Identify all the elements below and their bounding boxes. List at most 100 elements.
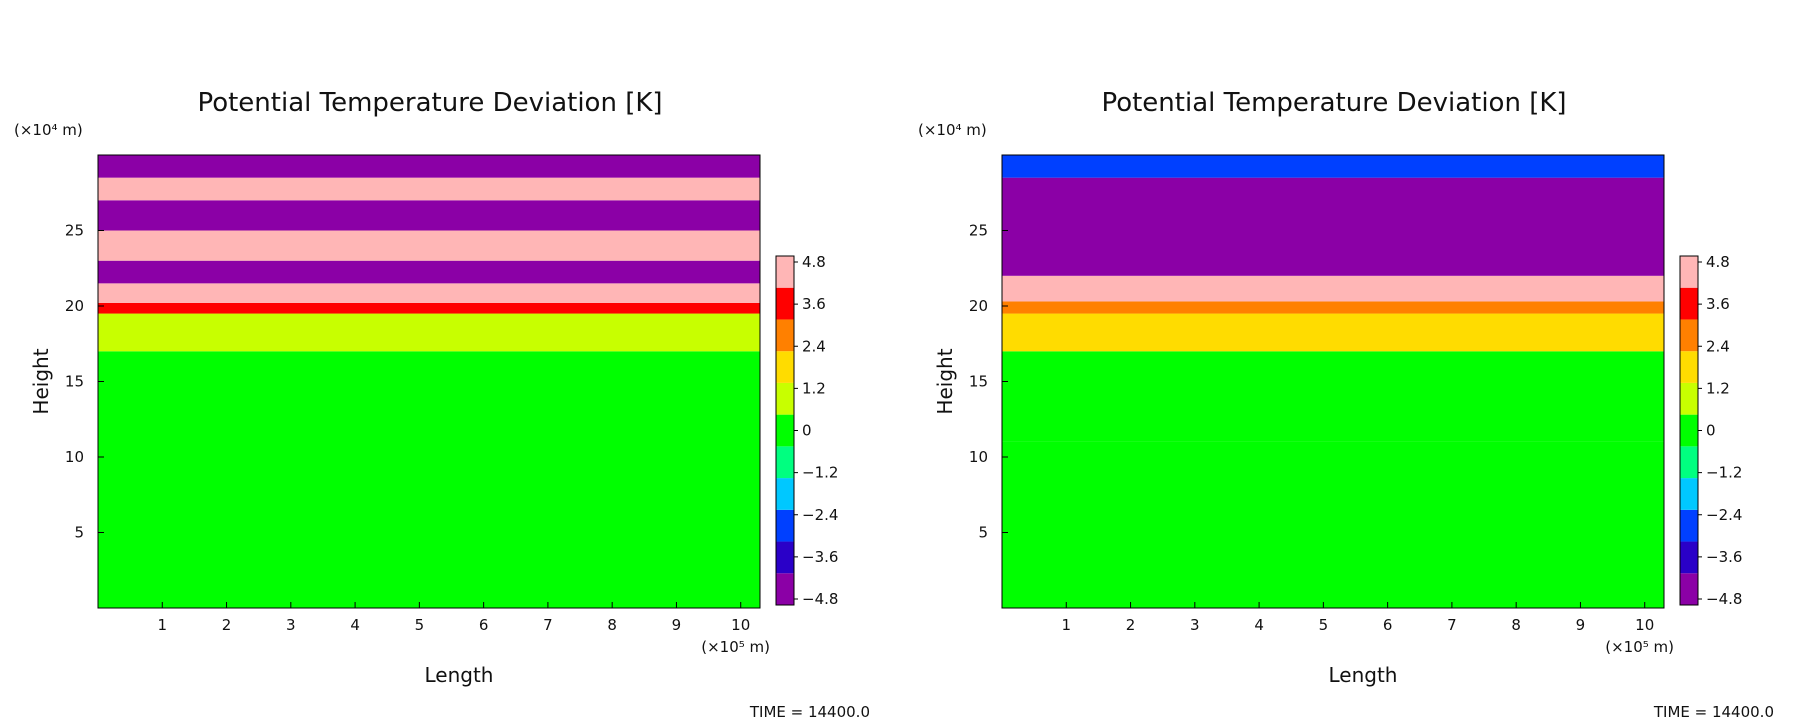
colorbar-label: −1.2 xyxy=(1706,464,1742,482)
time-footer: TIME = 14400.0 xyxy=(749,703,870,721)
y-tick-label: 5 xyxy=(74,524,84,542)
y-axis-label: Height xyxy=(29,348,53,414)
y-tick-label: 5 xyxy=(978,524,988,542)
x-tick-label: 8 xyxy=(607,616,617,634)
heatmap-layer-2 xyxy=(1002,313,1664,352)
colorbar-swatch xyxy=(1680,509,1698,542)
y-tick-label: 25 xyxy=(65,222,84,240)
colorbar-swatch xyxy=(1680,351,1698,383)
heatmap-layer-6 xyxy=(1002,155,1664,178)
x-tick-label: 5 xyxy=(1319,616,1329,634)
colorbar-label: −2.4 xyxy=(1706,506,1742,524)
heatmap-layer-1 xyxy=(98,313,760,352)
heatmap-field xyxy=(98,155,760,608)
colorbar-label: 2.4 xyxy=(802,337,826,355)
x-axis-unit: (×10⁵ m) xyxy=(1605,638,1674,656)
x-tick-label: 1 xyxy=(1061,616,1071,634)
x-axis-unit: (×10⁵ m) xyxy=(701,638,770,656)
x-axis-label: Length xyxy=(425,663,494,687)
colorbar-label: −1.2 xyxy=(802,464,838,482)
x-tick-label: 2 xyxy=(222,616,232,634)
x-tick-label: 10 xyxy=(731,616,750,634)
colorbar-swatch xyxy=(776,319,794,352)
colorbar: 4.8 3.6 2.4 1.2 0 −1.2 −2.4 −3.6 −4.8 xyxy=(775,253,838,608)
chart-panel-right: Potential Temperature Deviation [K] (×10⁴… xyxy=(918,88,1774,721)
x-tick-label: 9 xyxy=(1576,616,1586,634)
x-tick-label: 8 xyxy=(1511,616,1521,634)
heatmap-layer-2 xyxy=(98,302,760,314)
heatmap-layer-3 xyxy=(1002,301,1664,314)
colorbar-swatch xyxy=(776,287,794,320)
colorbar-swatch xyxy=(776,573,794,605)
y-tick-label: 10 xyxy=(969,448,988,466)
colorbar-swatch xyxy=(776,414,794,447)
x-tick-label: 3 xyxy=(1190,616,1200,634)
heatmap-field xyxy=(1002,155,1664,608)
y-tick-label: 15 xyxy=(969,373,988,391)
colorbar-label: −3.6 xyxy=(802,548,838,566)
y-tick-label: 20 xyxy=(969,297,988,315)
colorbar-swatch xyxy=(1680,573,1698,605)
y-axis-unit: (×10⁴ m) xyxy=(14,121,83,139)
colorbar-label: 4.8 xyxy=(802,253,826,271)
chart-title: Potential Temperature Deviation [K] xyxy=(1101,88,1566,118)
colorbar-label: 1.2 xyxy=(1706,379,1730,397)
heatmap-layer-8 xyxy=(98,155,760,178)
x-tick-label: 7 xyxy=(543,616,553,634)
colorbar-swatch xyxy=(1680,382,1698,415)
x-tick-label: 4 xyxy=(350,616,360,634)
y-tick-label: 15 xyxy=(65,373,84,391)
heatmap-layer-5 xyxy=(98,230,760,261)
colorbar-swatch xyxy=(1680,287,1698,320)
colorbar-label: 3.6 xyxy=(1706,295,1730,313)
colorbar-swatch xyxy=(1680,446,1698,479)
colorbar-swatch xyxy=(776,256,794,288)
colorbar-swatch xyxy=(776,478,794,510)
x-tick-label: 9 xyxy=(672,616,682,634)
heatmap-layer-5 xyxy=(1002,177,1664,276)
colorbar-label: −3.6 xyxy=(1706,548,1742,566)
colorbar-label: 0 xyxy=(1706,422,1716,440)
x-tick-label: 7 xyxy=(1447,616,1457,634)
colorbar-label: 1.2 xyxy=(802,379,826,397)
heatmap-layer-4 xyxy=(98,260,760,284)
x-tick-label: 6 xyxy=(479,616,489,634)
colorbar-swatch xyxy=(776,382,794,415)
colorbar-label: 3.6 xyxy=(802,295,826,313)
x-tick-label: 10 xyxy=(1635,616,1654,634)
colorbar-swatch xyxy=(776,541,794,574)
x-tick-label: 3 xyxy=(286,616,296,634)
colorbar-swatch xyxy=(776,446,794,479)
y-tick-label: 25 xyxy=(969,222,988,240)
x-tick-label: 5 xyxy=(415,616,425,634)
colorbar-label: −2.4 xyxy=(802,506,838,524)
colorbar-swatch xyxy=(776,351,794,383)
chart-panel-left: Potential Temperature Deviation [K] (×10⁴… xyxy=(14,88,870,721)
heatmap-layer-6 xyxy=(98,200,760,231)
y-tick-label: 10 xyxy=(65,448,84,466)
colorbar-swatch xyxy=(1680,256,1698,288)
heatmap-layer-0 xyxy=(98,351,760,608)
x-axis-label: Length xyxy=(1329,663,1398,687)
colorbar-label: −4.8 xyxy=(1706,590,1742,608)
colorbar-label: 0 xyxy=(802,422,812,440)
x-tick-label: 1 xyxy=(157,616,167,634)
heatmap-layer-7 xyxy=(98,177,760,201)
heatmap-layer-3 xyxy=(98,283,760,303)
colorbar-label: 2.4 xyxy=(1706,337,1730,355)
x-tick-label: 4 xyxy=(1254,616,1264,634)
y-axis-label: Height xyxy=(933,348,957,414)
colorbar-swatch xyxy=(1680,319,1698,352)
colorbar-swatch xyxy=(1680,478,1698,510)
colorbar: 4.8 3.6 2.4 1.2 0 −1.2 −2.4 −3.6 −4.8 xyxy=(1679,253,1742,608)
colorbar-swatch xyxy=(1680,541,1698,574)
colorbar-swatch xyxy=(1680,414,1698,447)
y-tick-label: 20 xyxy=(65,297,84,315)
x-tick-label: 2 xyxy=(1126,616,1136,634)
time-footer: TIME = 14400.0 xyxy=(1653,703,1774,721)
x-tick-label: 6 xyxy=(1383,616,1393,634)
chart-title: Potential Temperature Deviation [K] xyxy=(197,88,662,118)
heatmap-layer-1 xyxy=(1002,351,1664,442)
y-axis-unit: (×10⁴ m) xyxy=(918,121,987,139)
colorbar-swatch xyxy=(776,509,794,542)
